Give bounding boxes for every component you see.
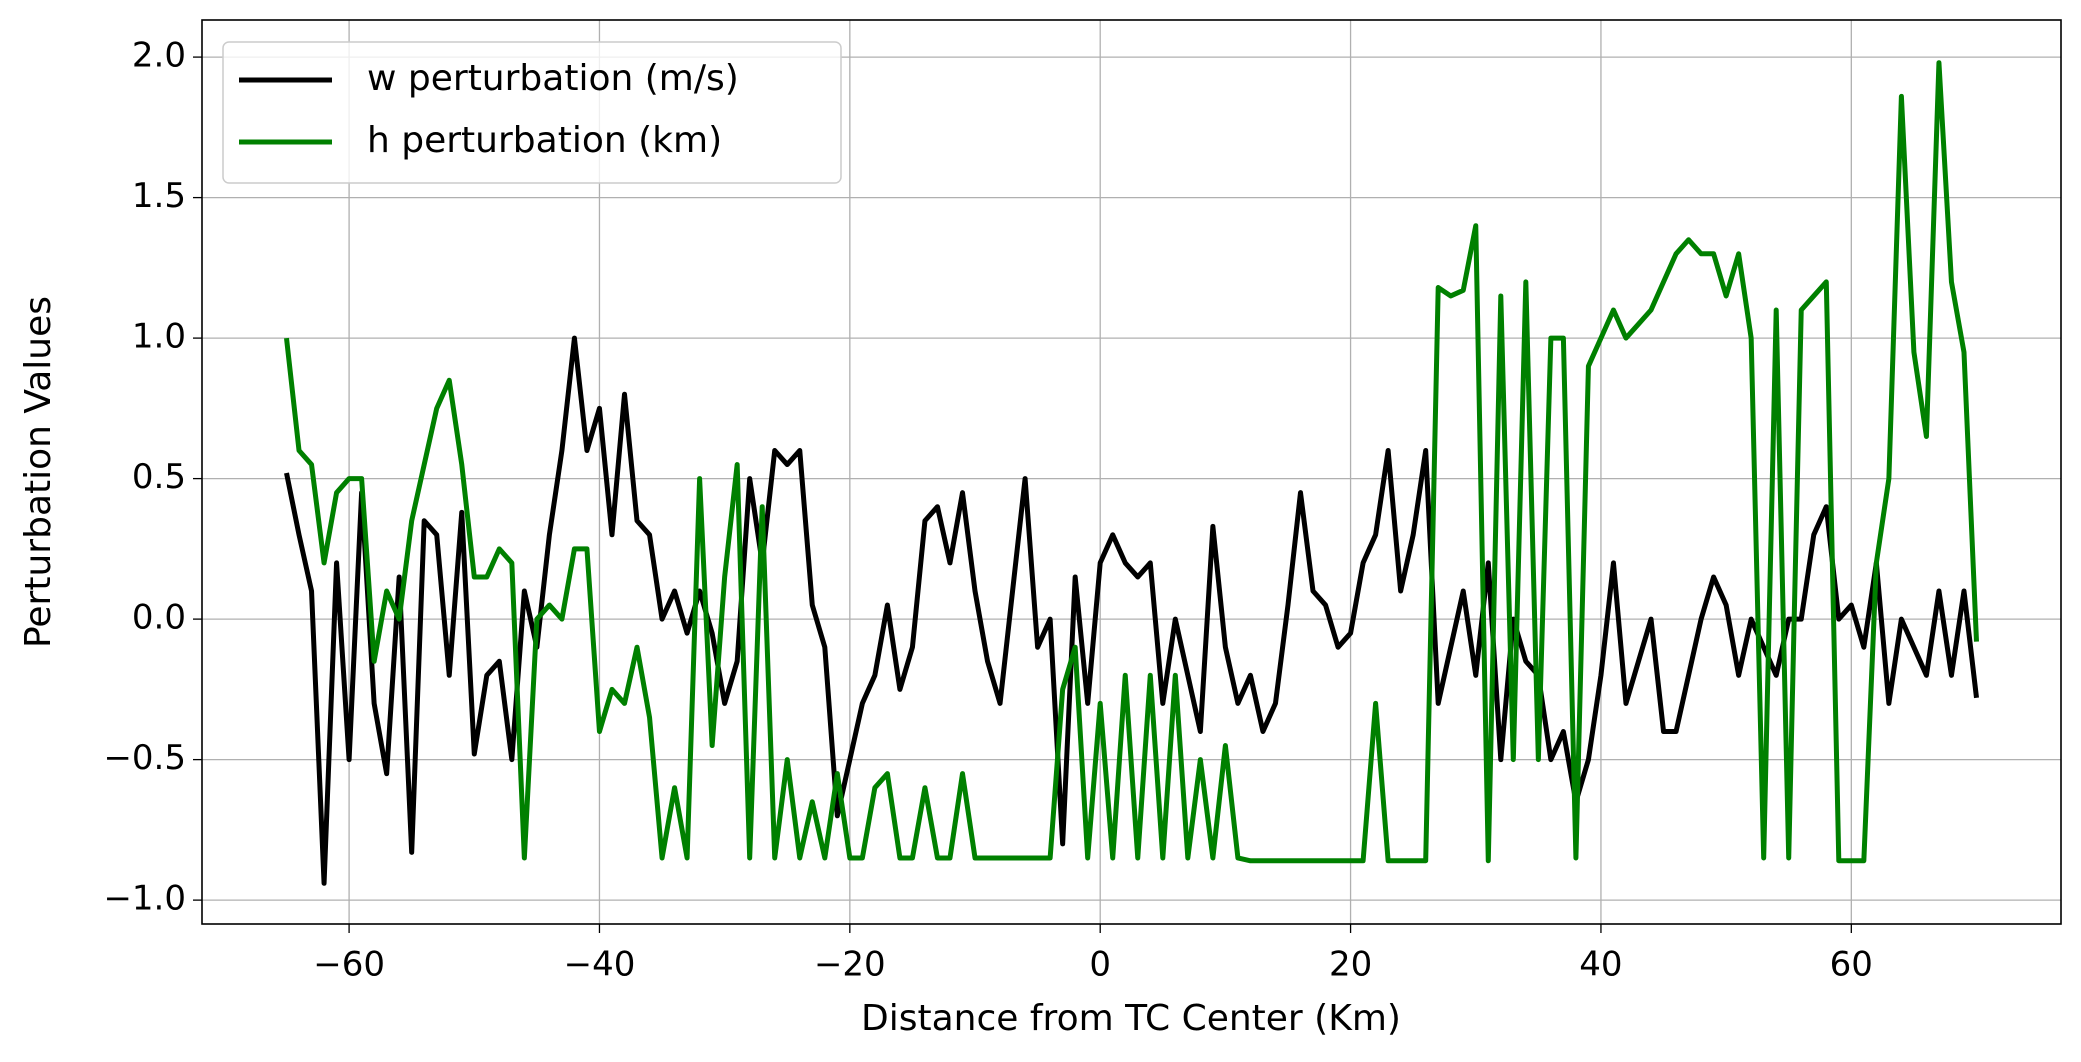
x-tick-label: −20 <box>814 945 886 985</box>
data-line <box>284 60 1979 864</box>
data-line <box>284 335 1979 886</box>
y-tick-label: 0.5 <box>132 457 186 497</box>
x-tick-label: 60 <box>1830 945 1873 985</box>
x-tick-label: 0 <box>1089 945 1111 985</box>
y-axis-label: Perturbation Values <box>18 296 59 648</box>
plot-frame <box>201 19 2062 925</box>
legend-label: w perturbation (m/s) <box>367 58 739 99</box>
x-tick-label: −60 <box>313 945 385 985</box>
legend-box <box>222 41 842 184</box>
y-tick-label: 1.5 <box>132 176 186 216</box>
x-tick-label: 40 <box>1579 945 1622 985</box>
x-axis-label: Distance from TC Center (Km) <box>861 998 1401 1039</box>
y-tick-label: 1.0 <box>132 317 186 357</box>
y-tick-label: 2.0 <box>132 36 186 76</box>
y-tick-label: 0.0 <box>132 598 186 638</box>
legend-label: h perturbation (km) <box>367 120 722 161</box>
y-tick-label: −1.0 <box>103 879 186 919</box>
legend: w perturbation (m/s) h perturbation (km) <box>222 41 842 184</box>
x-tick-label: −40 <box>564 945 636 985</box>
y-tick-label: −0.5 <box>103 738 186 778</box>
x-tick-label: 20 <box>1329 945 1372 985</box>
